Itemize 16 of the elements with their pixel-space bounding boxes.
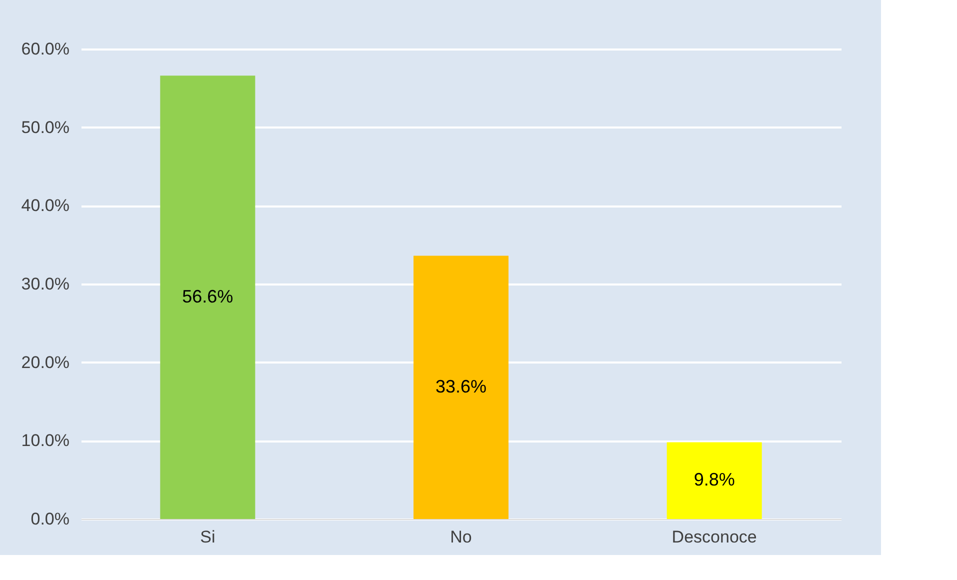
x-tick-label: No <box>450 528 472 546</box>
y-tick-label: 40.0% <box>21 196 70 216</box>
data-label: 56.6% <box>182 286 234 306</box>
bar <box>666 442 762 519</box>
y-tick-label: 10.0% <box>21 431 70 450</box>
y-tick-label: 60.0% <box>21 40 70 58</box>
data-label: 9.8% <box>694 470 735 490</box>
y-tick-label: 50.0% <box>21 118 70 137</box>
bar <box>414 256 508 519</box>
y-tick-label: 0.0% <box>30 510 70 528</box>
x-tick-label: Si <box>200 528 216 546</box>
x-tick-label: Desconoce <box>672 528 757 546</box>
y-tick-label: 20.0% <box>21 352 70 372</box>
y-tick-label: 30.0% <box>21 274 70 294</box>
data-label: 33.6% <box>435 376 487 396</box>
bar <box>160 76 256 519</box>
